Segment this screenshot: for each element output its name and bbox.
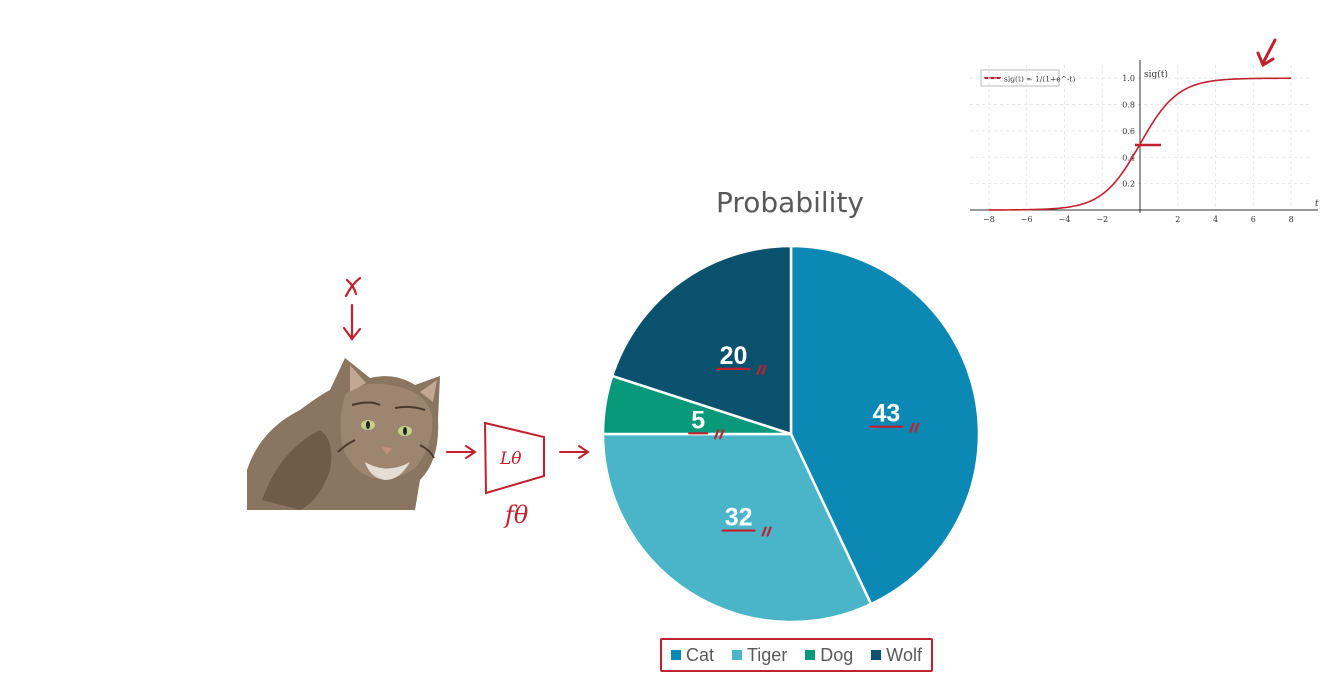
input-x-annotation bbox=[342, 276, 362, 341]
pie-label-tiger: 32 bbox=[725, 504, 753, 532]
legend-label-wolf: Wolf bbox=[886, 644, 922, 665]
legend-swatch-wolf bbox=[871, 650, 882, 660]
ink-underline-wolf bbox=[716, 364, 767, 376]
legend-item-cat: Cat bbox=[670, 644, 714, 666]
pie-slice-wolf bbox=[610, 244, 793, 436]
pie-slice-tiger bbox=[601, 432, 873, 624]
cat-photo bbox=[247, 358, 440, 510]
sigmoid-x-tick-label: −2 bbox=[1096, 215, 1108, 224]
arrow-to-network-icon bbox=[446, 445, 477, 459]
sigmoid-y-tick-label: 0.6 bbox=[1122, 127, 1135, 136]
sigmoid-x-axis-label: t bbox=[1315, 199, 1319, 209]
pie-label-wolf: 20 bbox=[720, 342, 748, 370]
legend-swatch-cat bbox=[670, 650, 681, 660]
probability-pie-chart: 43 32 5 20 bbox=[601, 244, 981, 624]
sigmoid-x-tick-label: −6 bbox=[1021, 215, 1033, 224]
network-block-icon bbox=[483, 421, 545, 495]
sigmoid-x-tick-label: −4 bbox=[1059, 215, 1071, 224]
function-label: fθ bbox=[503, 501, 529, 529]
sigmoid-y-tick-label: 0.4 bbox=[1122, 153, 1135, 162]
pie-label-dog: 5 bbox=[691, 406, 705, 434]
ink-underline-tiger bbox=[721, 526, 772, 537]
legend-label-cat: Cat bbox=[685, 644, 714, 665]
legend-swatch-dog bbox=[805, 650, 816, 660]
ink-underline-cat bbox=[869, 422, 920, 433]
sigmoid-x-tick-label: 2 bbox=[1175, 215, 1180, 224]
sigmoid-chart: sig(t) = 1/(1+e^-t) sig(t) t −8 −6 −4 −2 2 4 6… bbox=[970, 38, 1319, 224]
sigmoid-x-tick-label: −8 bbox=[983, 215, 995, 224]
sigmoid-x-tick-label: 6 bbox=[1251, 215, 1256, 224]
sigmoid-y-axis-label: sig(t) bbox=[1144, 69, 1168, 80]
network-label: Lθ bbox=[499, 449, 522, 469]
legend-label-tiger: Tiger bbox=[746, 644, 788, 665]
legend-item-dog: Dog bbox=[805, 645, 853, 666]
legend-item-wolf: Wolf bbox=[871, 645, 922, 666]
sigmoid-y-tick-label: 0.8 bbox=[1122, 101, 1135, 110]
saturation-arrow-icon bbox=[1256, 38, 1277, 68]
pie-legend: Cat Tiger Dog Wolf bbox=[660, 638, 933, 672]
legend-label-dog: Dog bbox=[820, 644, 854, 665]
legend-item-tiger: Tiger bbox=[731, 644, 788, 666]
pie-label-cat: 43 bbox=[872, 400, 900, 428]
ink-underline-dog bbox=[688, 429, 725, 440]
sigmoid-y-tick-label: 0.2 bbox=[1122, 180, 1135, 189]
sigmoid-x-tick-label: 4 bbox=[1213, 215, 1218, 224]
pie-chart-title: Probability bbox=[715, 186, 864, 219]
sigmoid-x-tick-label: 8 bbox=[1289, 215, 1294, 224]
arrow-to-pie-icon bbox=[559, 445, 590, 459]
sigmoid-y-tick-label: 1.0 bbox=[1122, 74, 1135, 83]
legend-swatch-tiger bbox=[731, 650, 742, 660]
sigmoid-legend-label: sig(t) = 1/(1+e^-t) bbox=[1004, 75, 1076, 84]
pie-slice-cat bbox=[789, 244, 981, 606]
